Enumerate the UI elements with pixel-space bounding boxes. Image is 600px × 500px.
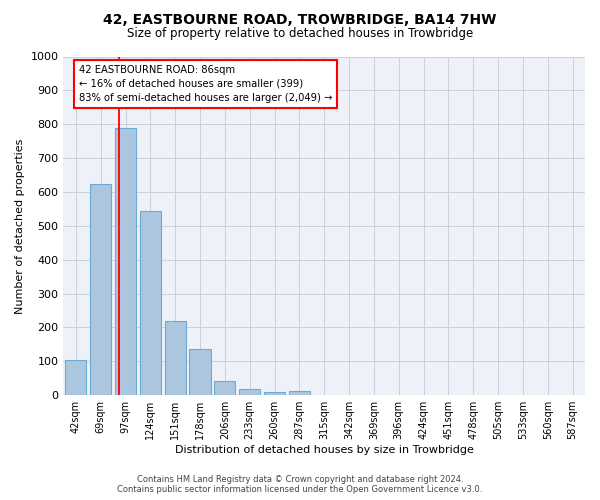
Bar bbox=[289, 391, 310, 395]
Bar bbox=[164, 320, 186, 395]
Bar bbox=[115, 128, 136, 395]
Bar bbox=[214, 381, 235, 395]
Text: Size of property relative to detached houses in Trowbridge: Size of property relative to detached ho… bbox=[127, 28, 473, 40]
Bar bbox=[65, 360, 86, 395]
Text: 42 EASTBOURNE ROAD: 86sqm
← 16% of detached houses are smaller (399)
83% of semi: 42 EASTBOURNE ROAD: 86sqm ← 16% of detac… bbox=[79, 65, 332, 103]
Bar bbox=[190, 350, 211, 395]
Bar bbox=[90, 184, 111, 395]
Text: 42, EASTBOURNE ROAD, TROWBRIDGE, BA14 7HW: 42, EASTBOURNE ROAD, TROWBRIDGE, BA14 7H… bbox=[103, 12, 497, 26]
Y-axis label: Number of detached properties: Number of detached properties bbox=[15, 138, 25, 314]
Bar bbox=[140, 210, 161, 395]
X-axis label: Distribution of detached houses by size in Trowbridge: Distribution of detached houses by size … bbox=[175, 445, 473, 455]
Bar bbox=[239, 390, 260, 395]
Text: Contains HM Land Registry data © Crown copyright and database right 2024.
Contai: Contains HM Land Registry data © Crown c… bbox=[118, 474, 482, 494]
Bar bbox=[264, 392, 285, 395]
